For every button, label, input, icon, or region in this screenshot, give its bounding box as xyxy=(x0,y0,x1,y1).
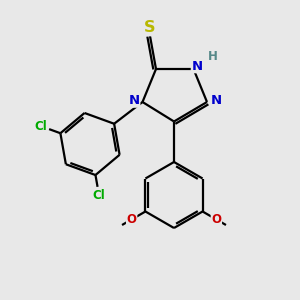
Text: H: H xyxy=(208,50,218,64)
Text: O: O xyxy=(211,213,221,226)
Text: N: N xyxy=(191,59,203,73)
Text: Cl: Cl xyxy=(93,189,106,202)
Text: N: N xyxy=(210,94,222,107)
Text: S: S xyxy=(144,20,156,35)
Text: Cl: Cl xyxy=(34,119,47,133)
Text: O: O xyxy=(127,213,137,226)
Text: N: N xyxy=(128,94,140,107)
